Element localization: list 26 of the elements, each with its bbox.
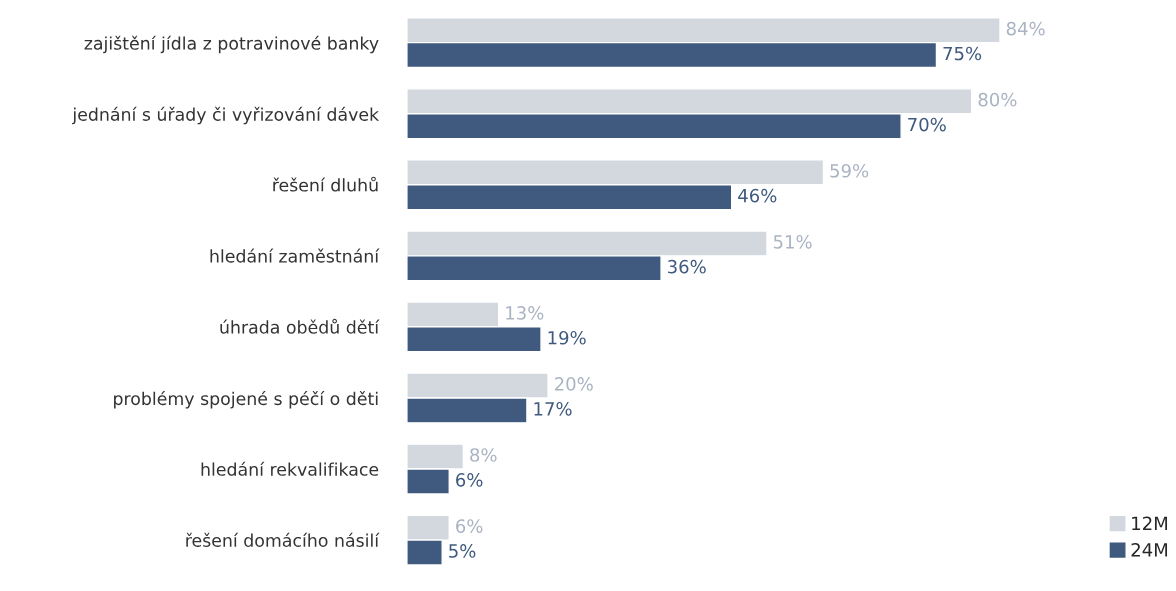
data-label: 20% <box>554 377 593 391</box>
data-label: 19% <box>548 330 586 345</box>
y-tick-label: hledání zaměstnání <box>210 248 380 263</box>
data-label: 13% <box>506 306 544 320</box>
data-label: 6% <box>456 473 483 487</box>
data-label: 80% <box>978 92 1017 107</box>
y-tick-label: hledání rekvalifikace <box>201 461 379 476</box>
y-tick-label: řešení dluhů <box>273 176 378 192</box>
legend-label: 12M <box>1132 516 1168 530</box>
y-tick-label: zajištění jídla z potravinové banky <box>84 35 379 54</box>
data-label: 75% <box>943 46 982 61</box>
data-label: 84% <box>1006 21 1045 36</box>
data-label: 51% <box>773 234 812 249</box>
data-label: 5% <box>449 544 476 558</box>
y-tick-label: řešení domácího násilí <box>186 532 380 547</box>
data-label: 70% <box>908 117 946 132</box>
data-label: 6% <box>456 519 483 533</box>
data-label: 36% <box>668 259 706 274</box>
data-label: 59% <box>830 163 869 178</box>
y-tick-label: jednání s úřady či vyřizování dávek <box>72 106 380 125</box>
data-label: 17% <box>534 401 572 416</box>
data-label: 46% <box>738 188 777 203</box>
legend-label: 24M <box>1131 542 1168 557</box>
y-tick-label: problémy spojené s péčí o děti <box>114 391 378 409</box>
y-tick-label: úhrada obědů dětí <box>220 318 380 334</box>
data-label: 8% <box>470 448 497 462</box>
